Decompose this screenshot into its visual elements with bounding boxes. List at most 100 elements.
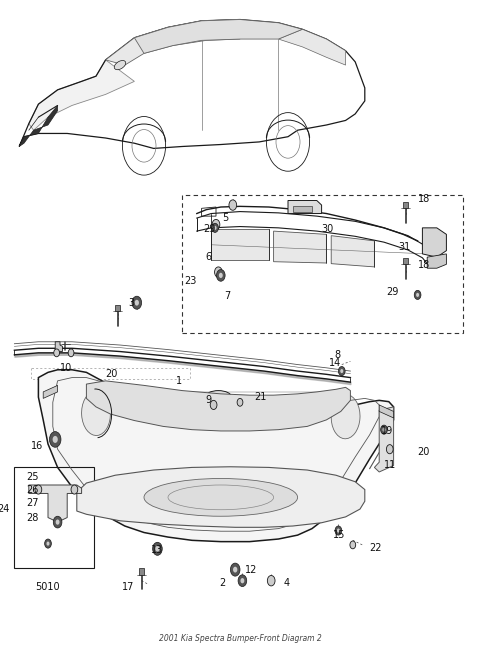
Circle shape <box>156 546 159 552</box>
Text: 14: 14 <box>328 358 341 368</box>
Bar <box>139 568 144 575</box>
Text: 23: 23 <box>184 276 197 286</box>
Text: 7: 7 <box>224 291 230 301</box>
Circle shape <box>337 529 340 533</box>
Circle shape <box>54 349 60 357</box>
Circle shape <box>49 432 61 447</box>
Text: 15: 15 <box>333 530 346 540</box>
Text: 18: 18 <box>418 193 430 204</box>
Text: 26: 26 <box>26 484 38 495</box>
Polygon shape <box>211 229 269 260</box>
Bar <box>182 195 463 333</box>
Polygon shape <box>379 405 394 418</box>
Text: 2001 Kia Spectra Bumper-Front Diagram 2: 2001 Kia Spectra Bumper-Front Diagram 2 <box>158 634 322 643</box>
Polygon shape <box>77 467 365 527</box>
Polygon shape <box>422 228 446 257</box>
Circle shape <box>240 578 244 583</box>
Polygon shape <box>29 485 82 522</box>
Circle shape <box>68 349 74 357</box>
Text: 29: 29 <box>386 286 398 297</box>
Text: 29: 29 <box>204 224 216 234</box>
Circle shape <box>350 541 356 549</box>
Circle shape <box>237 398 243 406</box>
Circle shape <box>381 425 387 434</box>
Bar <box>403 258 408 264</box>
Polygon shape <box>134 20 302 53</box>
Circle shape <box>214 226 216 230</box>
Polygon shape <box>19 105 58 146</box>
Polygon shape <box>43 385 58 398</box>
Circle shape <box>47 542 49 546</box>
Circle shape <box>414 290 421 299</box>
Polygon shape <box>55 342 62 352</box>
Text: 5010: 5010 <box>36 582 60 592</box>
Polygon shape <box>331 236 374 267</box>
Text: 17: 17 <box>122 582 134 592</box>
Circle shape <box>132 296 142 309</box>
Ellipse shape <box>82 391 110 436</box>
Circle shape <box>56 519 60 525</box>
Polygon shape <box>278 29 346 65</box>
Circle shape <box>229 200 237 210</box>
Text: 4: 4 <box>283 577 289 588</box>
Circle shape <box>53 436 58 443</box>
Polygon shape <box>29 60 134 130</box>
Circle shape <box>212 219 220 230</box>
Ellipse shape <box>114 61 126 70</box>
Text: 12: 12 <box>245 564 257 575</box>
Bar <box>293 206 312 212</box>
Polygon shape <box>106 20 240 65</box>
Text: 22: 22 <box>370 543 382 553</box>
Text: 20: 20 <box>106 369 118 380</box>
Bar <box>115 305 120 311</box>
Bar <box>14 467 94 568</box>
Bar <box>403 202 408 208</box>
Circle shape <box>416 293 419 297</box>
Text: 19: 19 <box>381 426 394 436</box>
Text: 28: 28 <box>26 512 38 523</box>
Text: 20: 20 <box>418 447 430 458</box>
Circle shape <box>335 526 342 535</box>
Text: 5: 5 <box>222 213 229 223</box>
Text: 11: 11 <box>384 460 396 471</box>
Circle shape <box>238 575 247 587</box>
Circle shape <box>212 223 218 232</box>
Text: 1: 1 <box>176 376 182 386</box>
Polygon shape <box>374 407 394 472</box>
Circle shape <box>216 270 225 281</box>
Polygon shape <box>427 254 446 268</box>
Text: 27: 27 <box>26 497 38 508</box>
Text: 25: 25 <box>26 471 38 482</box>
Text: 30: 30 <box>322 224 334 234</box>
Circle shape <box>338 367 345 376</box>
Circle shape <box>215 267 222 277</box>
Polygon shape <box>38 370 394 542</box>
Ellipse shape <box>144 478 298 516</box>
Circle shape <box>35 485 42 494</box>
Text: 13: 13 <box>151 545 163 555</box>
Text: 21: 21 <box>254 392 267 402</box>
Text: 24: 24 <box>0 504 10 514</box>
Text: 3: 3 <box>128 298 134 308</box>
Text: 16: 16 <box>31 441 43 451</box>
Circle shape <box>45 539 51 548</box>
Circle shape <box>230 563 240 576</box>
Polygon shape <box>86 381 350 431</box>
Polygon shape <box>288 201 322 214</box>
Text: 10: 10 <box>60 363 72 373</box>
Circle shape <box>340 369 343 373</box>
Circle shape <box>71 485 78 494</box>
Circle shape <box>53 516 62 528</box>
Ellipse shape <box>331 395 360 439</box>
Text: 6: 6 <box>205 252 211 262</box>
Polygon shape <box>274 231 326 263</box>
Circle shape <box>267 575 275 586</box>
Circle shape <box>233 566 237 573</box>
Text: 31: 31 <box>398 242 411 253</box>
Circle shape <box>210 400 217 409</box>
Circle shape <box>383 428 385 432</box>
Circle shape <box>386 445 393 454</box>
Circle shape <box>153 542 162 555</box>
Text: 9: 9 <box>205 395 211 406</box>
Text: 8: 8 <box>335 350 341 360</box>
